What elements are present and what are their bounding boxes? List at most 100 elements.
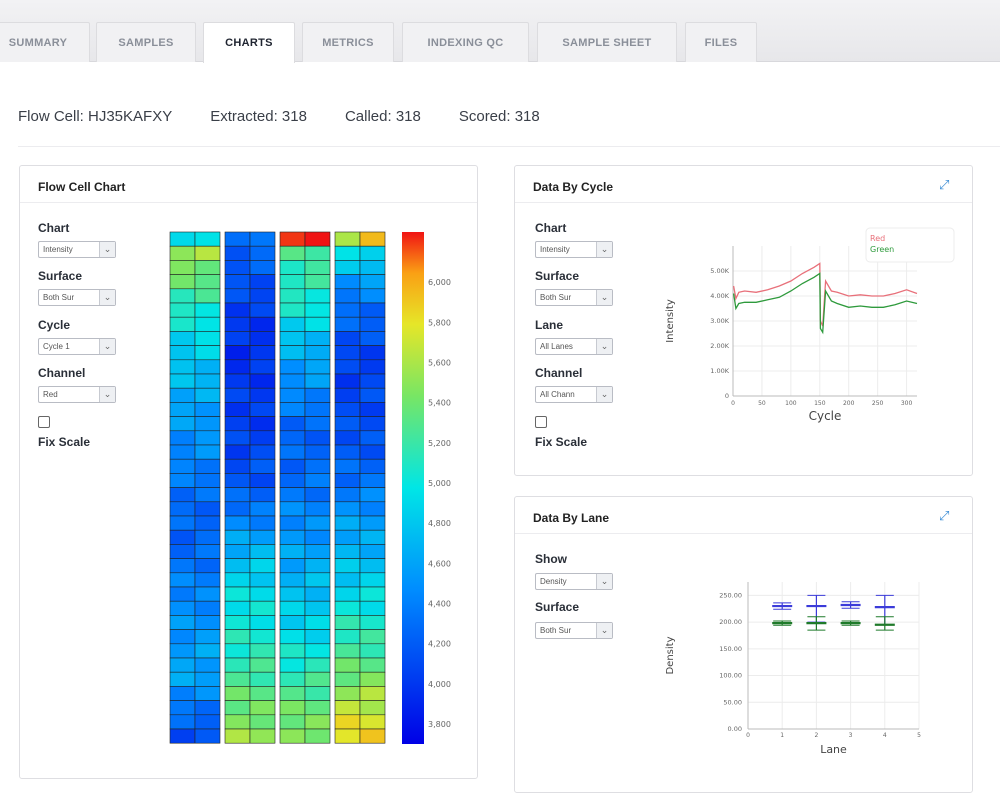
- surface-select[interactable]: Both Sur ⌄: [535, 622, 613, 639]
- flow-cell-chart-panel: Flow Cell Chart Chart Intensity ⌄ Surfac…: [19, 165, 478, 779]
- heatmap-cell: [224, 586, 251, 602]
- tab-indexing-qc[interactable]: INDEXING QC: [402, 22, 529, 62]
- heatmap-cell: [359, 501, 386, 517]
- heatmap-cell: [194, 274, 221, 290]
- chevron-down-icon: ⌄: [99, 339, 115, 354]
- heatmap-cell: [169, 345, 196, 361]
- chevron-down-icon: ⌄: [596, 387, 612, 402]
- heatmap-cell: [334, 402, 361, 417]
- heatmap-cell: [194, 671, 221, 687]
- heatmap-cell: [249, 387, 276, 403]
- heatmap-cell: [304, 430, 331, 446]
- heatmap-cell: [334, 458, 361, 474]
- heatmap-cell: [279, 288, 306, 304]
- heatmap-cell: [304, 714, 331, 730]
- chart-label: Chart: [38, 221, 70, 235]
- tab-metrics[interactable]: METRICS: [302, 22, 394, 62]
- lane-select[interactable]: All Lanes ⌄: [535, 338, 613, 355]
- heatmap-cell: [169, 402, 196, 417]
- heatmap-cell: [279, 615, 306, 630]
- colorbar-tick-label: 4,400: [428, 599, 451, 608]
- fix-scale-checkbox[interactable]: [535, 416, 547, 428]
- heatmap-cell: [249, 686, 276, 701]
- heatmap-cell: [169, 331, 196, 346]
- colorbar-tick-label: 4,000: [428, 680, 451, 689]
- heatmap-cell: [249, 487, 276, 503]
- heatmap-cell: [304, 629, 331, 645]
- heatmap-cell: [169, 231, 196, 247]
- heatmap-cell: [224, 387, 251, 403]
- heatmap-cell: [279, 231, 306, 247]
- heatmap-cell: [194, 515, 221, 531]
- heatmap-cell: [169, 714, 196, 730]
- heatmap-cell: [279, 657, 306, 673]
- heatmap-cell: [249, 231, 276, 247]
- expand-icon[interactable]: ⤢: [939, 177, 950, 192]
- show-select[interactable]: Density ⌄: [535, 573, 613, 590]
- surface-select-value: Both Sur: [540, 626, 572, 635]
- surface-label: Surface: [38, 269, 83, 283]
- chevron-down-icon: ⌄: [99, 242, 115, 257]
- heatmap-cell: [334, 686, 361, 701]
- heatmap-cell: [224, 331, 251, 346]
- heatmap-cell: [279, 359, 306, 375]
- heatmap-cell: [249, 501, 276, 517]
- heatmap-cell: [359, 359, 386, 375]
- x-tick-label: 1: [780, 732, 784, 739]
- heatmap-cell: [194, 473, 221, 488]
- expand-icon[interactable]: ⤢: [939, 508, 950, 523]
- tab-summary[interactable]: SUMMARY: [0, 22, 90, 62]
- channel-select[interactable]: Red ⌄: [38, 386, 116, 403]
- tab-charts[interactable]: CHARTS: [203, 22, 295, 63]
- channel-select-value: All Chann: [540, 390, 575, 399]
- x-tick-label: 4: [883, 732, 887, 739]
- heatmap-cell: [224, 572, 251, 588]
- heatmap-cell: [249, 316, 276, 332]
- heatmap-cell: [169, 629, 196, 645]
- heatmap-cell: [279, 629, 306, 645]
- x-tick-label: 3: [849, 732, 853, 739]
- heatmap-cell: [169, 473, 196, 488]
- channel-select[interactable]: All Chann ⌄: [535, 386, 613, 403]
- y-axis-title: Density: [665, 636, 676, 674]
- heatmap-cell: [169, 544, 196, 559]
- tab-files[interactable]: FILES: [685, 22, 757, 62]
- fix-scale-checkbox[interactable]: [38, 416, 50, 428]
- heatmap-cell: [169, 657, 196, 673]
- chart-select[interactable]: Intensity ⌄: [38, 241, 116, 258]
- x-tick-label: 200: [843, 400, 855, 407]
- heatmap-cell: [359, 430, 386, 446]
- heatmap-cell: [334, 316, 361, 332]
- heatmap-cell: [334, 359, 361, 375]
- heatmap-cell: [279, 544, 306, 559]
- surface-label: Surface: [535, 600, 580, 614]
- tab-samples[interactable]: SAMPLES: [96, 22, 196, 62]
- cycle-select[interactable]: Cycle 1 ⌄: [38, 338, 116, 355]
- heatmap-cell: [304, 260, 331, 275]
- tab-sample-sheet[interactable]: SAMPLE SHEET: [537, 22, 677, 62]
- chart-select[interactable]: Intensity ⌄: [535, 241, 613, 258]
- legend-entry: Red: [870, 234, 885, 243]
- colorbar-tick-label: 5,400: [428, 399, 451, 408]
- heatmap-cell: [279, 558, 306, 574]
- heatmap-cell: [334, 600, 361, 616]
- heatmap-cell: [249, 558, 276, 574]
- x-tick-label: 100: [785, 400, 797, 407]
- heatmap-cell: [279, 245, 306, 261]
- heatmap-cell: [224, 316, 251, 332]
- heatmap-cell: [359, 686, 386, 701]
- heatmap-cell: [279, 416, 306, 432]
- heatmap-cell: [194, 302, 221, 318]
- panel-title: Data By Lane: [533, 511, 610, 525]
- heatmap-cell: [279, 387, 306, 403]
- heatmap-cell: [194, 629, 221, 645]
- heatmap-cell: [304, 572, 331, 588]
- heatmap-cell: [359, 558, 386, 574]
- heatmap-cell: [224, 643, 251, 659]
- chart-select-value: Intensity: [43, 245, 73, 254]
- y-tick-label: 4.00K: [710, 292, 729, 300]
- surface-select[interactable]: Both Sur ⌄: [535, 289, 613, 306]
- surface-select[interactable]: Both Sur ⌄: [38, 289, 116, 306]
- heatmap-cell: [249, 274, 276, 290]
- heatmap-cell: [249, 373, 276, 389]
